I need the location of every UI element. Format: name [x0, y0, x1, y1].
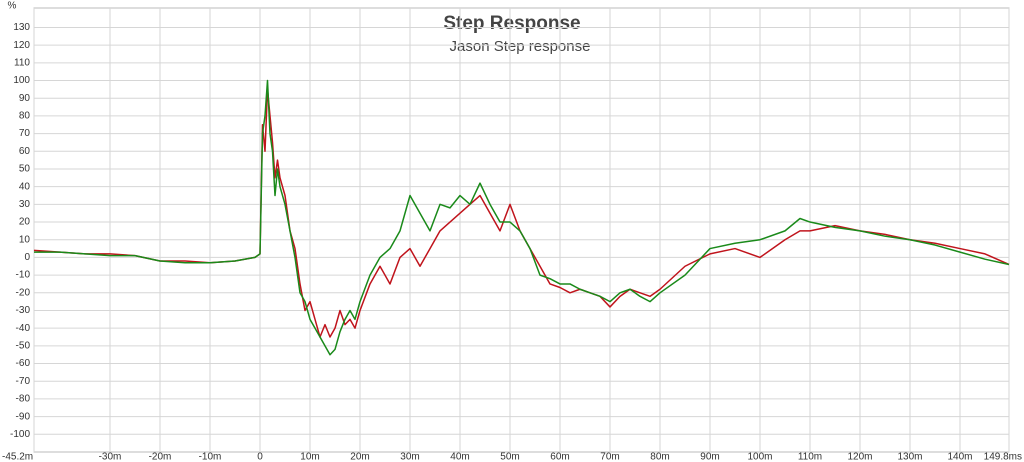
x-tick-label: 80m: [650, 452, 669, 462]
y-tick-label: -90: [16, 411, 31, 422]
y-tick-label: 110: [14, 57, 30, 68]
y-tick-label: -30: [16, 305, 31, 316]
y-tick-label: 40: [19, 181, 31, 192]
y-tick-label: -50: [16, 341, 31, 352]
x-tick-label: 70m: [600, 452, 619, 462]
y-tick-label: 50: [19, 164, 31, 175]
x-tick-label: 130m: [897, 452, 922, 462]
x-tick-label: 0: [257, 452, 263, 462]
x-tick-label: 30m: [400, 452, 419, 462]
y-tick-label: -70: [16, 376, 31, 387]
y-tick-label: 120: [13, 40, 30, 51]
y-tick-label: 70: [19, 128, 31, 139]
x-tick-label: 10m: [300, 452, 319, 462]
x-tick-label: 110m: [798, 452, 822, 462]
y-tick-label: 0: [24, 252, 30, 263]
chart-title: Step Response: [443, 13, 580, 34]
x-tick-label: -10m: [199, 452, 222, 462]
x-tick-label: 140m: [947, 452, 972, 462]
y-tick-label: 30: [19, 199, 31, 210]
x-tick-label: 90m: [700, 452, 719, 462]
x-tick-label: 60m: [550, 452, 569, 462]
x-tick-label: -30m: [99, 452, 122, 462]
y-tick-label: -60: [16, 358, 31, 369]
chart-subtitle: Jason Step response: [450, 38, 591, 55]
x-tick-label: 120m: [847, 452, 872, 462]
data-line: [34, 79, 1010, 356]
y-tick-label: 20: [19, 217, 31, 228]
x-tick-label: -45.2m: [2, 452, 33, 462]
y-tick-label: 60: [19, 146, 31, 157]
plot-area: [33, 7, 1010, 453]
x-tick-label: 149.8ms: [984, 452, 1022, 462]
y-tick-label: 100: [13, 75, 30, 86]
y-tick-label: 90: [19, 93, 31, 104]
y-tick-label: -20: [16, 287, 31, 298]
x-tick-label: 50m: [500, 452, 519, 462]
x-tick-label: -20m: [149, 452, 172, 462]
y-tick-label: 130: [13, 22, 30, 33]
x-tick-label: 100m: [747, 452, 772, 462]
y-tick-label: -80: [16, 394, 31, 405]
x-tick-label: 20m: [350, 452, 369, 462]
y-tick-label: -100: [10, 429, 30, 440]
y-tick-label: 80: [19, 111, 31, 122]
x-tick-label: 40m: [450, 452, 469, 462]
y-axis-label: %: [8, 1, 17, 12]
y-tick-label: -10: [16, 270, 31, 281]
y-tick-label: 10: [19, 234, 31, 245]
y-tick-label: -40: [16, 323, 31, 334]
